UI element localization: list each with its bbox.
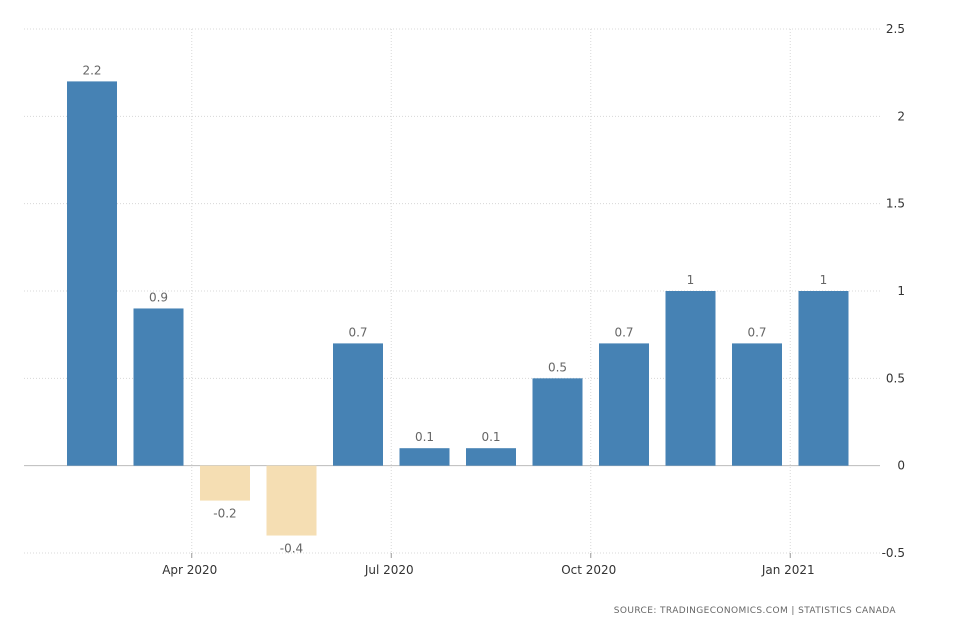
bar — [200, 465, 250, 501]
data-label: 2.2 — [82, 63, 101, 77]
data-label: -0.4 — [280, 542, 303, 556]
data-label: 1 — [687, 273, 695, 287]
bar — [333, 343, 383, 466]
y-axis: 2.5 2 1.5 1 0.5 0 -0.5 — [882, 22, 905, 560]
bar — [532, 378, 583, 466]
y-tick-label: 1 — [897, 284, 905, 298]
bar — [798, 291, 849, 466]
data-labels: 2.2 0.9 -0.2 -0.4 0.7 0.1 0.1 0.5 0.7 1 0.7 1 — [82, 63, 827, 555]
x-tick-label: Oct 2020 — [561, 563, 616, 577]
bar — [399, 448, 450, 466]
data-label: 0.1 — [481, 430, 500, 444]
y-tick-label: 1.5 — [886, 197, 905, 211]
data-label: 0.5 — [548, 360, 567, 374]
data-label: 0.9 — [149, 290, 168, 304]
y-tick-label: 2 — [897, 109, 905, 123]
x-tick-label: Jul 2020 — [364, 563, 414, 577]
bar — [67, 81, 117, 466]
y-tick-label: 2.5 — [886, 22, 905, 36]
data-label: 1 — [820, 273, 828, 287]
data-label: 0.7 — [614, 325, 633, 339]
x-axis: Apr 2020 Jul 2020 Oct 2020 Jan 2021 — [162, 553, 815, 577]
x-tick-label: Apr 2020 — [162, 563, 217, 577]
bar — [466, 448, 516, 466]
bar — [599, 343, 649, 466]
bar — [133, 308, 184, 466]
y-tick-label: -0.5 — [882, 546, 905, 560]
y-tick-label: 0 — [897, 459, 905, 473]
y-tick-label: 0.5 — [886, 371, 905, 385]
data-label: 0.1 — [415, 430, 434, 444]
source-note: SOURCE: TRADINGECONOMICS.COM | STATISTIC… — [613, 606, 896, 616]
data-label: -0.2 — [213, 507, 236, 521]
data-label: 0.7 — [747, 325, 766, 339]
bar — [665, 291, 716, 466]
data-label: 0.7 — [348, 325, 367, 339]
x-tick-label: Jan 2021 — [761, 563, 815, 577]
bars — [67, 81, 849, 536]
bar — [732, 343, 782, 466]
bar — [266, 465, 317, 536]
